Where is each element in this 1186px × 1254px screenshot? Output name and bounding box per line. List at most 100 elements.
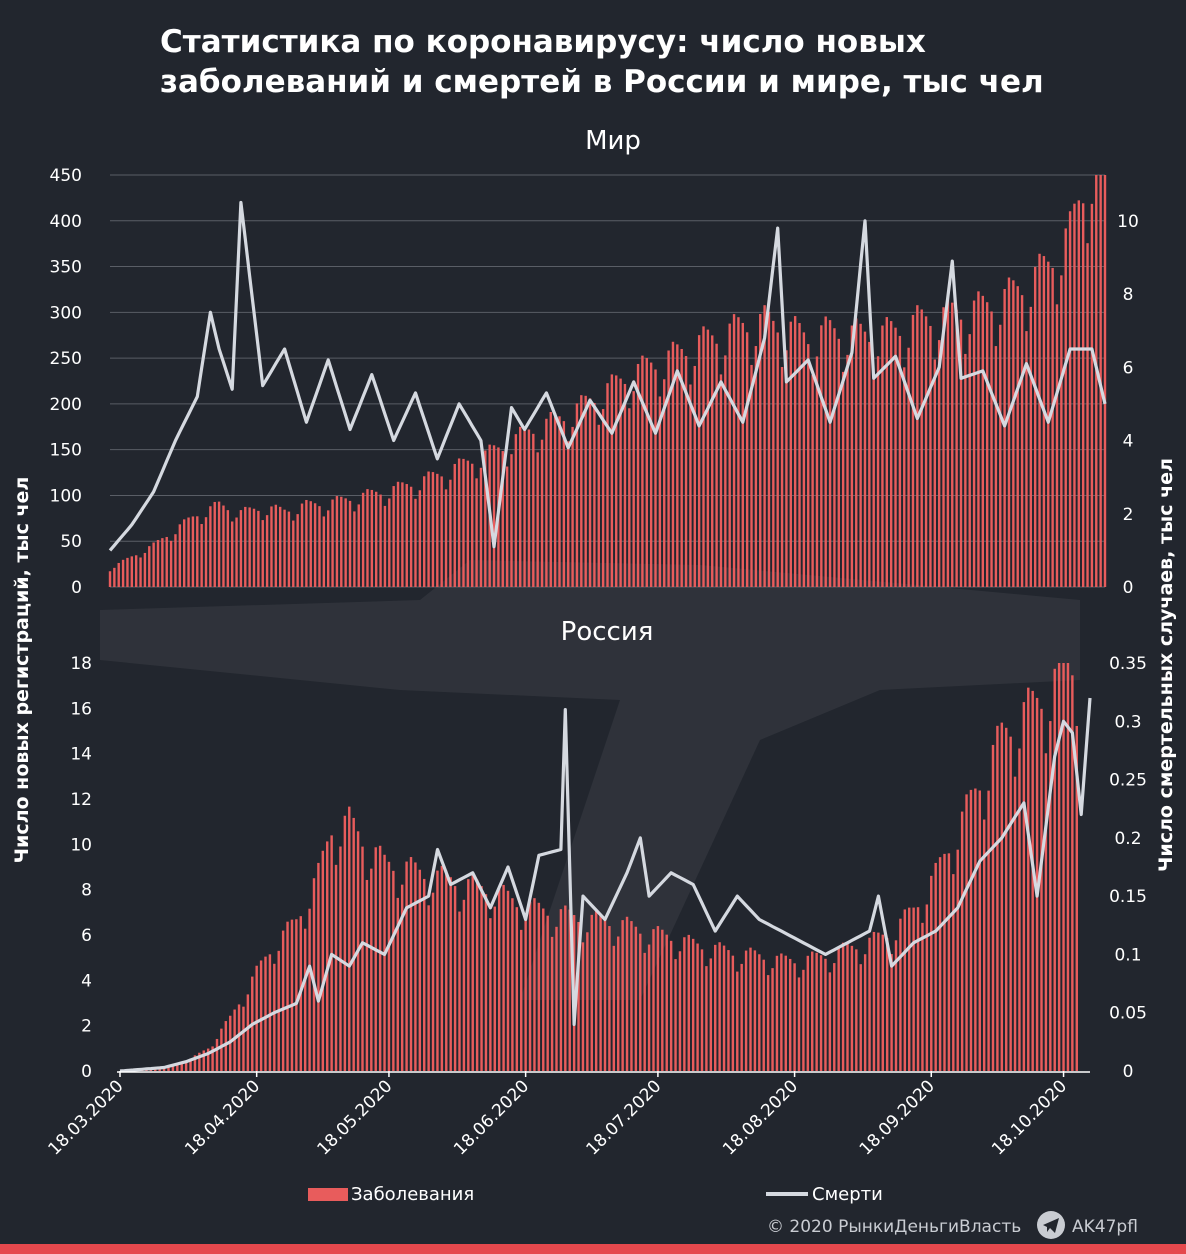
world-case-bar [178, 524, 182, 587]
world-case-bar [920, 309, 923, 587]
russia-case-bar [361, 846, 364, 1071]
world-case-bar [1055, 304, 1059, 587]
world-case-bar [401, 482, 404, 587]
russia-case-bar [753, 950, 757, 1071]
russia-case-bar [1053, 668, 1056, 1071]
russia-case-bar [352, 817, 355, 1071]
russia-x-tick: 18.10.2020 [988, 1076, 1071, 1159]
russia-case-bar [749, 947, 752, 1071]
russia-case-bar [669, 940, 673, 1071]
world-case-bar [828, 320, 832, 587]
russia-case-bar [215, 1038, 219, 1071]
russia-case-bar [930, 875, 933, 1071]
world-case-bar [754, 346, 758, 587]
world-case-bar [584, 395, 587, 587]
world-case-bar [532, 433, 535, 587]
world-case-bar [719, 374, 723, 587]
russia-case-bar [281, 930, 285, 1071]
russia-y-tick: 18 [70, 654, 92, 674]
russia-case-bar [1027, 687, 1030, 1071]
world-case-bar [549, 411, 552, 587]
world-case-bar [143, 552, 147, 587]
world-case-bar [409, 486, 413, 587]
world-case-bar [222, 505, 225, 587]
world-case-bar [745, 332, 749, 587]
russia-case-bar [709, 958, 713, 1071]
world-case-bar [375, 491, 378, 587]
world-case-bar [955, 309, 958, 587]
world-case-bar [575, 403, 579, 587]
russia-case-bar [740, 963, 743, 1071]
russia-case-bar [348, 806, 351, 1071]
russia-x-tick: 18.03.2020 [45, 1076, 128, 1159]
russia-case-bar [378, 845, 382, 1071]
russia-case-bar [1049, 721, 1052, 1071]
russia-case-bar [974, 788, 977, 1071]
russia-x-axis: 18.03.2020 18.04.2020 18.05.2020 18.06.2020… [45, 1071, 1071, 1159]
russia-case-bar [1066, 663, 1070, 1071]
world-case-bar [283, 509, 286, 587]
russia-y2-tick: 0.3 [1114, 712, 1141, 732]
russia-case-bar [493, 906, 496, 1071]
world-case-bar [444, 489, 448, 587]
world-case-bar [1042, 256, 1046, 587]
world-case-bar [366, 489, 369, 587]
russia-case-bar [1022, 702, 1026, 1071]
world-y2-tick: 4 [1123, 432, 1134, 452]
world-case-bar [898, 335, 902, 587]
russia-y2-tick: 0.15 [1109, 887, 1147, 907]
russia-case-bar [489, 918, 492, 1071]
russia-case-bar [475, 879, 479, 1071]
world-case-bar [261, 520, 264, 587]
russia-case-bar [612, 945, 616, 1071]
russia-case-bar [246, 994, 250, 1071]
russia-case-bar [952, 874, 955, 1071]
russia-case-bar [1018, 748, 1021, 1071]
world-case-bar [514, 434, 518, 587]
russia-case-bar [480, 886, 483, 1071]
russia-case-bar [189, 1058, 192, 1071]
world-case-bar [1103, 175, 1107, 587]
world-y-tick: 400 [50, 212, 82, 232]
russia-case-bar [841, 942, 845, 1071]
world-case-bar [305, 499, 308, 587]
world-case-bar [780, 367, 784, 587]
russia-case-bar [206, 1048, 210, 1071]
legend-cases-swatch [308, 1188, 348, 1201]
world-case-bar [972, 300, 976, 587]
russia-case-bar [714, 944, 717, 1071]
world-case-bar [248, 507, 251, 587]
russia-case-bar [220, 1028, 223, 1071]
world-case-bar [322, 516, 326, 587]
russia-case-bar [515, 907, 519, 1071]
russia-case-bar [387, 861, 391, 1071]
world-case-bar [619, 378, 622, 587]
world-case-bar [545, 418, 548, 587]
world-case-bar [244, 506, 247, 587]
world-case-bar [881, 325, 884, 587]
world-case-bar [937, 340, 941, 587]
russia-y2-tick: 0.25 [1109, 771, 1147, 791]
bottom-accent-bar [0, 1244, 1186, 1254]
world-case-bar [628, 408, 631, 587]
russia-case-bar [506, 890, 510, 1071]
russia-case-bar [691, 938, 695, 1071]
russia-case-bar [1013, 776, 1017, 1071]
russia-y-tick: 8 [81, 881, 92, 901]
world-case-bar [505, 466, 509, 587]
world-case-bar [348, 500, 352, 587]
world-case-bar [300, 503, 304, 587]
russia-case-bar [559, 909, 563, 1071]
russia-case-bar [1071, 675, 1074, 1071]
russia-case-bar [484, 894, 488, 1071]
russia-case-bar [396, 897, 399, 1071]
world-case-bar [820, 325, 823, 587]
world-case-bar [501, 451, 504, 587]
russia-y-tick: 0 [81, 1062, 92, 1082]
world-case-bar [903, 367, 906, 587]
world-case-bar [431, 472, 435, 587]
russia-case-bar [312, 878, 316, 1071]
russia-case-bar [259, 960, 263, 1071]
russia-case-bar [859, 964, 862, 1071]
